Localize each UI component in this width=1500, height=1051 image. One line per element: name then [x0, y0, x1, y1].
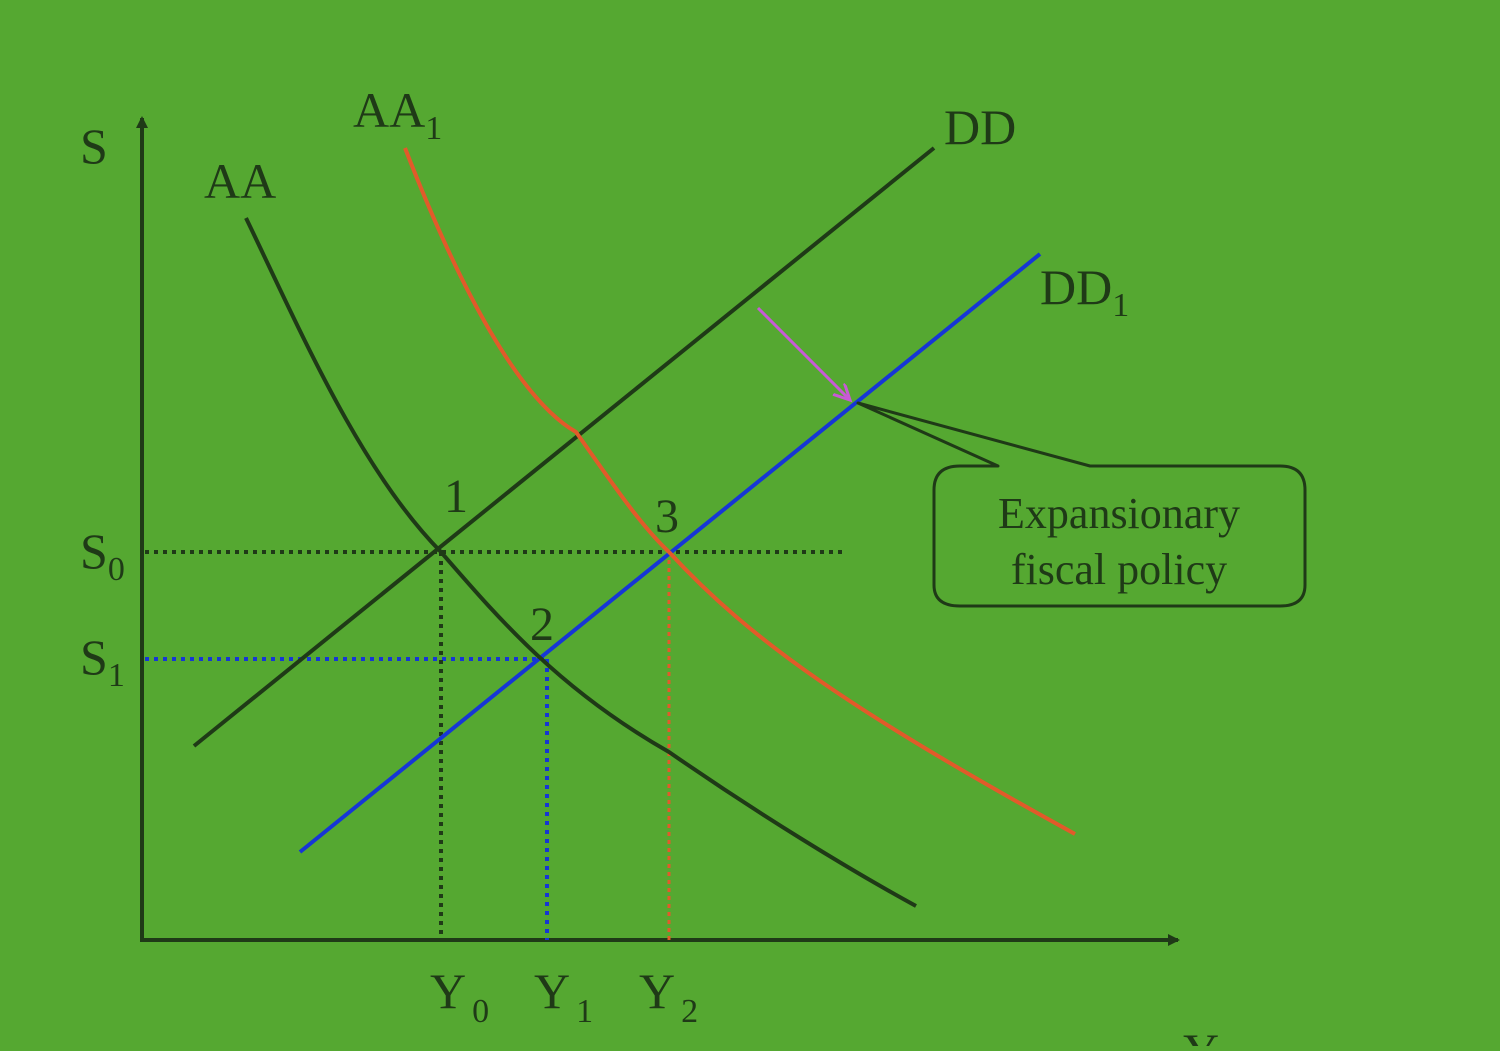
x-axis-label: Y: [1183, 1023, 1219, 1046]
s1-label: S1: [80, 629, 125, 694]
point-1-label: 1: [444, 470, 468, 523]
dd-curve: [192, 146, 936, 748]
dd1-label: DD1: [1040, 259, 1129, 324]
point-2-label: 2: [530, 598, 554, 651]
dd-label: DD: [944, 99, 1016, 155]
callout-line-1: Expansionary: [998, 489, 1240, 538]
shift-arrow: [756, 306, 850, 400]
aa1-label: AA1: [353, 82, 442, 147]
point-3-label: 3: [655, 490, 679, 543]
y-axis-label: S: [80, 118, 108, 174]
s0-label: S0: [80, 523, 125, 588]
aa-label: AA: [204, 153, 276, 209]
aa1-curve: [403, 147, 1076, 836]
callout-line-2: fiscal policy: [1011, 545, 1227, 594]
aa-curve: [244, 217, 917, 908]
callout-box: [856, 401, 1307, 608]
